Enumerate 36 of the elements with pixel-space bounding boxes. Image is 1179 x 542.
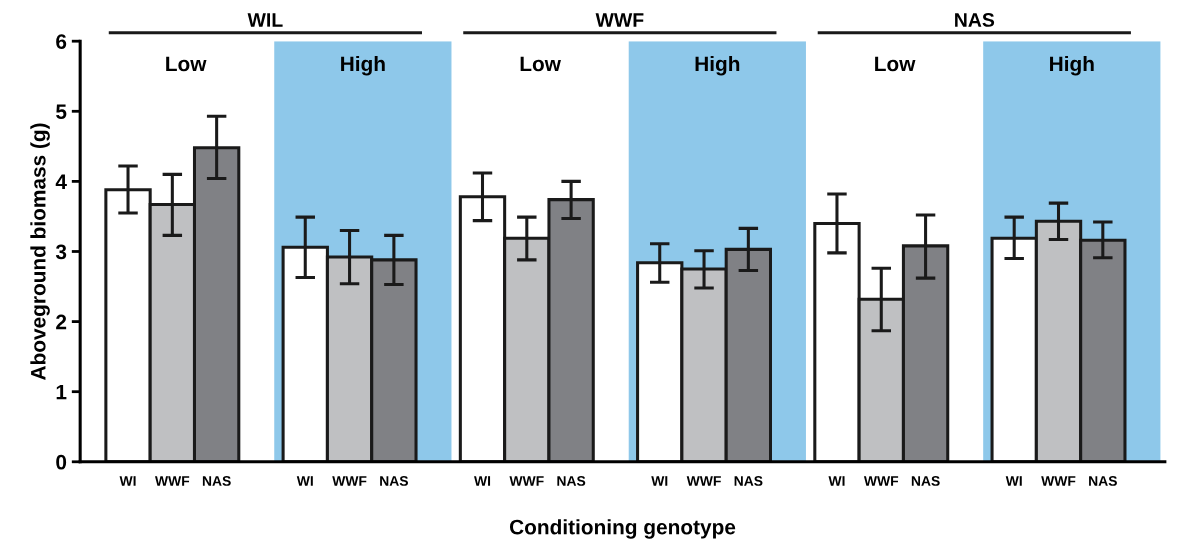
annotation: High bbox=[695, 55, 740, 76]
x-tick-label: WWF bbox=[863, 476, 899, 486]
x-tick-label: WWF bbox=[332, 476, 367, 486]
annotation: High bbox=[341, 55, 385, 76]
y-tick-label: 6 bbox=[56, 34, 67, 49]
x-tick-label: WI bbox=[1005, 476, 1022, 486]
x-tick-label: WWF bbox=[686, 476, 721, 486]
y-tick-label: 4 bbox=[55, 174, 67, 189]
x-tick-label: WI bbox=[119, 476, 136, 486]
y-tick-label: 5 bbox=[56, 104, 67, 120]
text: WIL bbox=[247, 13, 283, 27]
x-tick-label: NAS bbox=[1089, 476, 1117, 486]
x-tick-label: WI bbox=[474, 476, 491, 486]
x-tick-label: NAS bbox=[734, 476, 763, 486]
annotation: Low bbox=[875, 56, 916, 72]
text: WWF bbox=[595, 13, 644, 27]
x-tick-label: WWF bbox=[155, 476, 190, 486]
annotation: High bbox=[1050, 55, 1094, 76]
x-axis-title: Conditioning genotype bbox=[509, 519, 736, 539]
x-tick-label: NAS bbox=[202, 476, 231, 486]
y-tick-label: 3 bbox=[55, 244, 67, 260]
y-axis-title: Aboveground biomass (g) bbox=[30, 123, 50, 381]
y-tick-label: 2 bbox=[56, 314, 67, 330]
x-tick-label: WI bbox=[651, 476, 668, 486]
x-tick-label: WI bbox=[296, 476, 313, 486]
x-tick-label: NAS bbox=[380, 476, 408, 486]
x-tick-label: NAS bbox=[911, 476, 940, 486]
text: NAS bbox=[955, 13, 995, 27]
annotation: Low bbox=[520, 56, 561, 72]
x-tick-label: WWF bbox=[509, 476, 544, 486]
x-tick-label: NAS bbox=[557, 476, 586, 486]
x-tick-label: WI bbox=[828, 476, 845, 486]
y-tick-label: 1 bbox=[56, 384, 67, 400]
annotation: Low bbox=[166, 56, 207, 72]
y-tick-label: 0 bbox=[56, 454, 67, 470]
x-tick-label: WWF bbox=[1041, 476, 1076, 486]
